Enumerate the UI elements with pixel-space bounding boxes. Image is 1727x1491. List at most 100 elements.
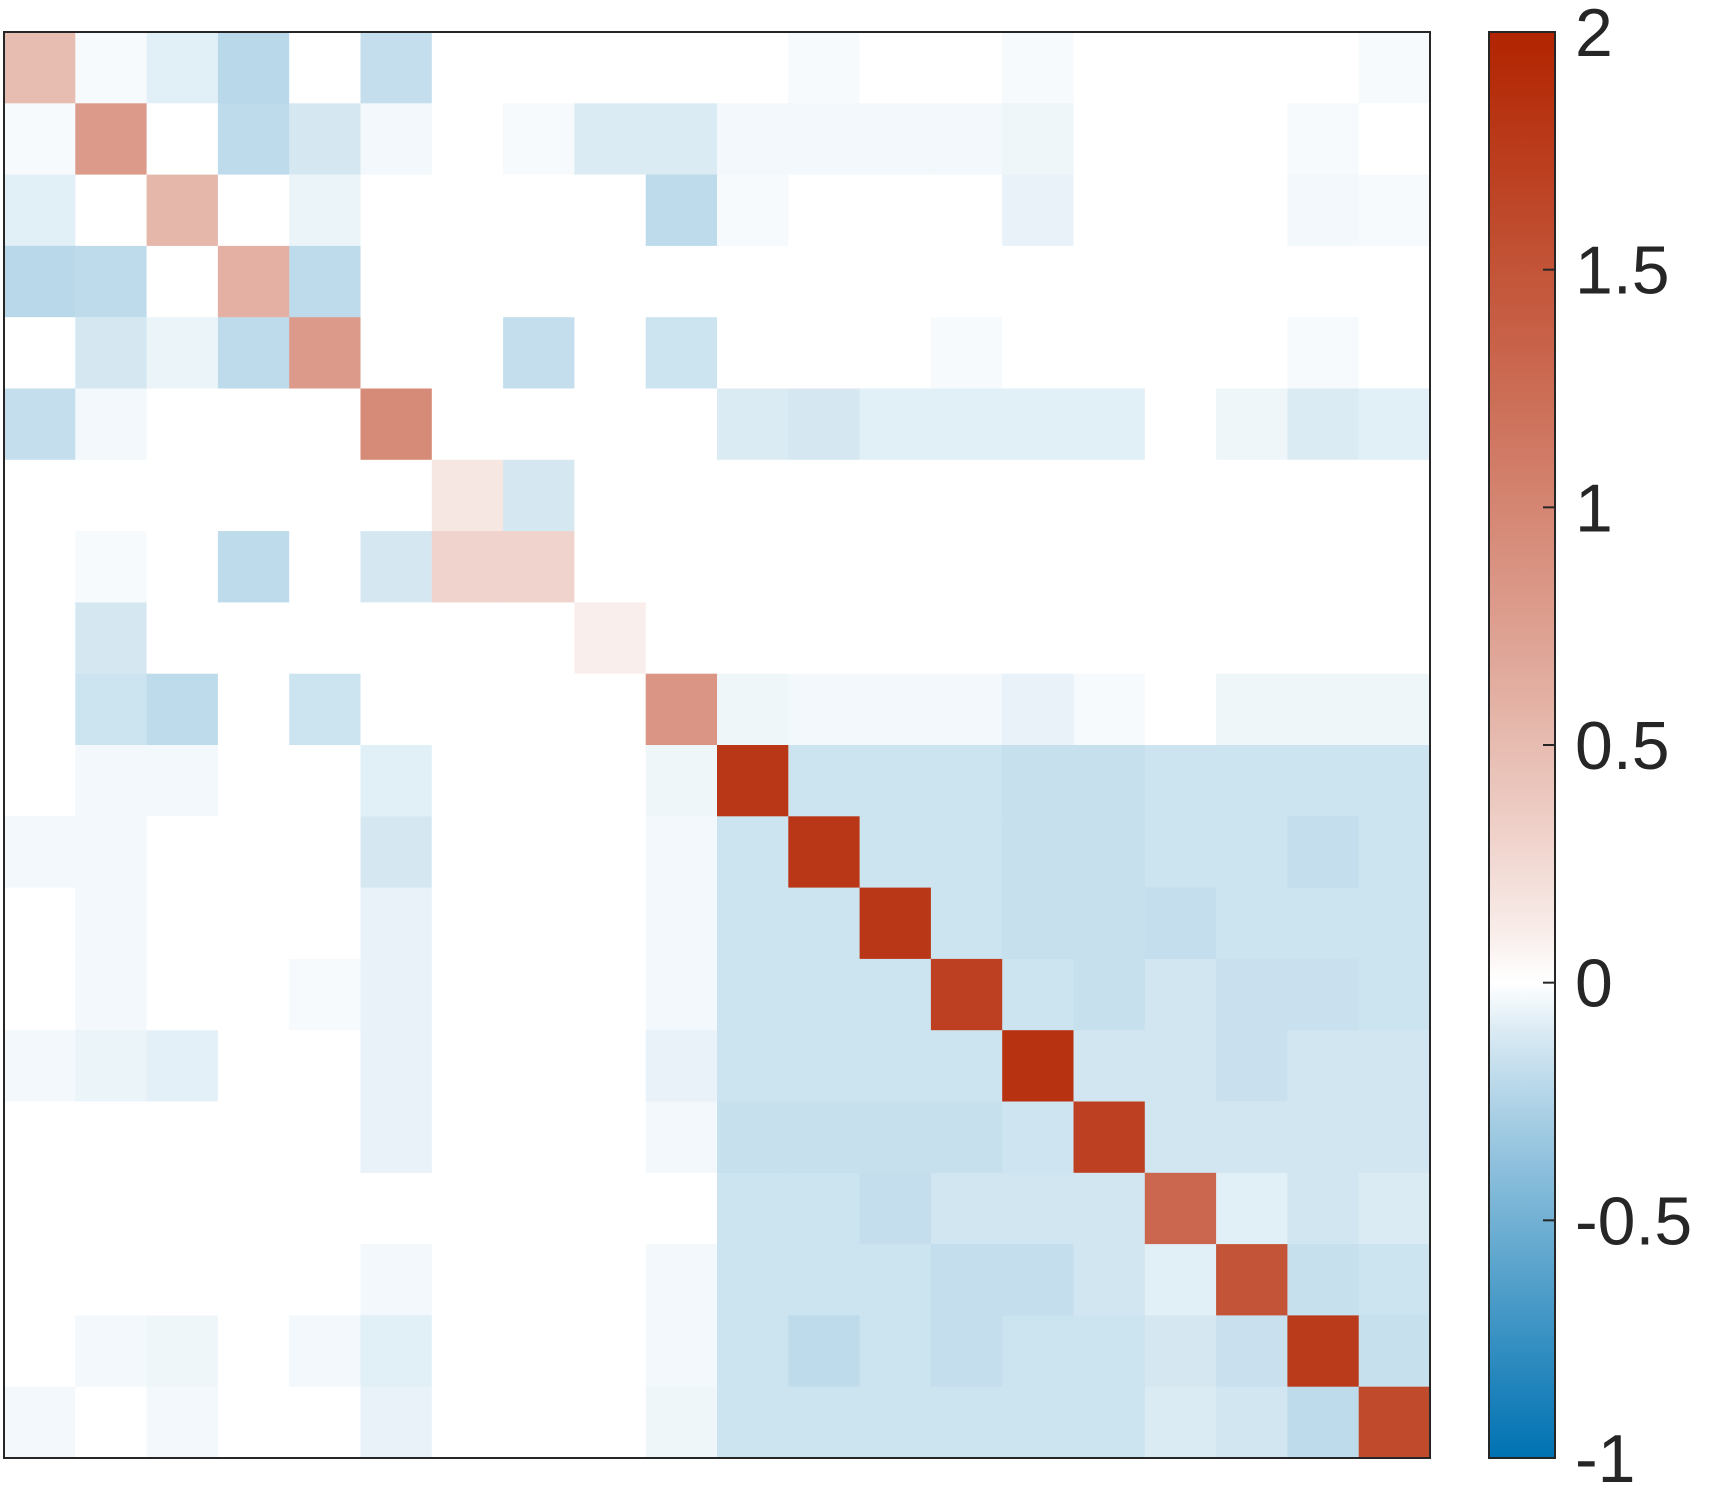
heatmap-cell-r14-c17 [1216,1030,1288,1103]
heatmap-cell-r11-c16 [1144,816,1217,889]
heatmap-cell-r8-c19 [1358,602,1431,675]
heatmap-cell-r7-c10 [717,531,789,603]
heatmap-cell-r13-c17 [1216,958,1288,1031]
heatmap-cell-r4-c1 [75,317,148,390]
heatmap-cell-r1-c10 [717,103,789,176]
heatmap-cell-r5-c19 [1358,388,1431,461]
colorbar-tick-label: -0.5 [1575,1183,1692,1259]
heatmap-cell-r9-c10 [717,673,789,746]
heatmap-cell-r9-c17 [1216,673,1288,746]
heatmap-cell-r1-c3 [217,103,290,176]
heatmap-cell-r12-c14 [1002,887,1075,960]
heatmap-cell-r8-c7 [503,602,575,675]
heatmap-cell-r3-c5 [360,245,433,318]
heatmap-cell-r18-c16 [1144,1315,1217,1388]
heatmap-cell-r19-c5 [360,1386,433,1459]
heatmap-cell-r12-c1 [75,887,148,960]
heatmap-cell-r15-c16 [1144,1101,1217,1174]
heatmap-cell-r19-c15 [1073,1386,1146,1459]
heatmap-cell-r15-c18 [1287,1101,1360,1174]
heatmap-cell-r16-c10 [717,1172,789,1245]
heatmap-cell-r18-c5 [360,1315,433,1388]
heatmap-cell-r0-c12 [859,32,932,104]
heatmap-cell-r6-c6 [431,459,504,532]
heatmap-cell-r14-c9 [645,1030,718,1103]
heatmap-cell-r8-c1 [75,602,148,675]
heatmap-cell-r17-c1 [75,1244,148,1316]
heatmap-cell-r0-c3 [217,32,290,104]
heatmap-cell-r17-c19 [1358,1244,1431,1316]
heatmap-cell-r14-c4 [289,1030,362,1103]
heatmap-cell-r1-c0 [4,103,76,176]
heatmap-cell-r2-c15 [1073,174,1146,247]
heatmap-cell-r11-c5 [360,816,433,889]
heatmap-cell-r13-c8 [574,958,647,1031]
heatmap-cell-r3-c8 [574,245,647,318]
heatmap-cell-r16-c13 [930,1172,1003,1245]
heatmap-cell-r9-c2 [146,673,219,746]
heatmap-cell-r14-c7 [503,1030,575,1103]
heatmap-cell-r18-c10 [717,1315,789,1388]
heatmap-cell-r16-c19 [1358,1172,1431,1245]
heatmap-cell-r6-c15 [1073,459,1146,532]
heatmap-cell-r5-c12 [859,388,932,461]
heatmap-cell-r19-c13 [930,1386,1003,1459]
heatmap-cell-r16-c5 [360,1172,433,1245]
heatmap-cell-r9-c16 [1144,673,1217,746]
heatmap-cell-r10-c17 [1216,745,1288,817]
heatmap-cell-r11-c17 [1216,816,1288,889]
heatmap-cell-r8-c9 [645,602,718,675]
heatmap-cell-r13-c0 [4,958,76,1031]
heatmap-cell-r5-c0 [4,388,76,461]
heatmap-cell-r16-c7 [503,1172,575,1245]
heatmap-cell-r11-c19 [1358,816,1431,889]
heatmap-cell-r17-c16 [1144,1244,1217,1316]
heatmap-cell-r5-c15 [1073,388,1146,461]
heatmap-cell-r8-c12 [859,602,932,675]
heatmap-cell-r2-c6 [431,174,504,247]
heatmap-cell-r2-c10 [717,174,789,247]
heatmap-cell-r10-c16 [1144,745,1217,817]
heatmap-cell-r2-c9 [645,174,718,247]
heatmap-cell-r19-c7 [503,1386,575,1459]
heatmap-cell-r3-c6 [431,245,504,318]
heatmap-cell-r7-c14 [1002,531,1075,603]
heatmap-cell-r19-c0 [4,1386,76,1459]
heatmap-cell-r6-c7 [503,459,575,532]
heatmap-cell-r9-c15 [1073,673,1146,746]
heatmap-cell-r17-c7 [503,1244,575,1316]
heatmap-cell-r9-c14 [1002,673,1075,746]
heatmap-cell-r9-c4 [289,673,362,746]
heatmap-cell-r2-c5 [360,174,433,247]
heatmap-cell-r4-c6 [431,317,504,390]
heatmap-cell-r4-c14 [1002,317,1075,390]
heatmap-cell-r19-c10 [717,1386,789,1459]
heatmap-cell-r12-c19 [1358,887,1431,960]
heatmap-cell-r7-c15 [1073,531,1146,603]
heatmap-cell-r17-c3 [217,1244,290,1316]
heatmap-cell-r16-c18 [1287,1172,1360,1245]
heatmap-cell-r12-c5 [360,887,433,960]
heatmap-cell-r5-c1 [75,388,148,461]
heatmap-cell-r0-c4 [289,32,362,104]
heatmap-cell-r7-c12 [859,531,932,603]
heatmap-cell-r3-c3 [217,245,290,318]
heatmap-cell-r7-c2 [146,531,219,603]
heatmap-cell-r10-c5 [360,745,433,817]
heatmap-cell-r7-c4 [289,531,362,603]
heatmap-cell-r1-c12 [859,103,932,176]
heatmap-cell-r12-c16 [1144,887,1217,960]
heatmap-cell-r5-c16 [1144,388,1217,461]
heatmap-cell-r3-c13 [930,245,1003,318]
heatmap-cell-r4-c5 [360,317,433,390]
heatmap-cell-r3-c14 [1002,245,1075,318]
heatmap-cell-r5-c3 [217,388,290,461]
heatmap-cell-r10-c11 [788,745,861,817]
heatmap-cell-r11-c0 [4,816,76,889]
heatmap-cell-r0-c5 [360,32,433,104]
heatmap-cell-r10-c7 [503,745,575,817]
heatmap-cell-r13-c16 [1144,958,1217,1031]
heatmap-cell-r1-c9 [645,103,718,176]
